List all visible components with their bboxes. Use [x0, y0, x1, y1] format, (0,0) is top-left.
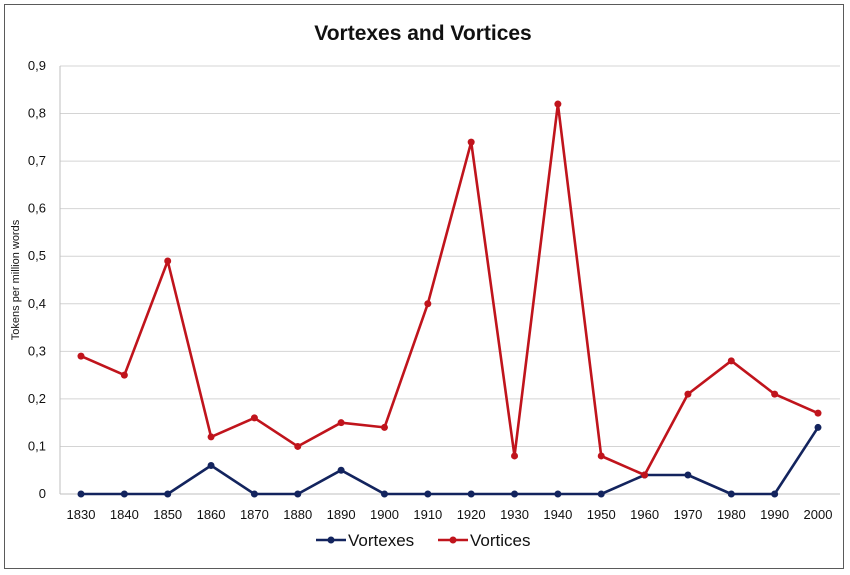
axes	[59, 66, 840, 495]
data-point	[250, 414, 258, 422]
data-point	[511, 490, 519, 498]
data-point	[250, 490, 258, 498]
legend-label: Vortices	[470, 531, 530, 550]
x-tick-label: 1950	[587, 507, 616, 522]
x-tick-label: 2000	[804, 507, 833, 522]
data-point	[554, 100, 562, 108]
data-point	[684, 471, 692, 479]
data-point	[380, 490, 388, 498]
data-point	[467, 138, 475, 146]
data-point	[294, 490, 302, 498]
legend-item-vortexes: Vortexes	[316, 531, 414, 550]
series-line	[80, 102, 819, 477]
data-point	[597, 452, 605, 460]
x-tick-label: 1900	[370, 507, 399, 522]
data-point	[120, 490, 128, 498]
data-point	[814, 409, 822, 417]
data-point	[77, 352, 85, 360]
x-tick-label: 1850	[153, 507, 182, 522]
x-tick-label: 1910	[413, 507, 442, 522]
y-tick-label: 0,2	[28, 391, 46, 406]
y-tick-label: 0	[39, 486, 46, 501]
data-point	[727, 357, 735, 365]
y-tick-label: 0,5	[28, 248, 46, 263]
x-tick-label: 1860	[197, 507, 226, 522]
legend-marker	[449, 536, 457, 544]
y-axis-label: Tokens per million words	[10, 219, 22, 340]
data-point	[164, 257, 172, 265]
y-tick-label: 0,3	[28, 343, 46, 358]
data-point	[164, 490, 172, 498]
x-tick-label: 1830	[67, 507, 96, 522]
x-tick-label: 1870	[240, 507, 269, 522]
x-tick-label: 1880	[283, 507, 312, 522]
data-point	[424, 300, 432, 308]
data-point	[771, 490, 779, 498]
series-line	[81, 426, 820, 496]
data-point	[207, 433, 215, 441]
series-vortices	[77, 100, 822, 479]
data-point	[814, 423, 822, 431]
data-point	[467, 490, 475, 498]
y-tick-label: 0,9	[28, 58, 46, 73]
y-tick-label: 0,7	[28, 153, 46, 168]
chart-title: Vortexes and Vortices	[314, 22, 531, 45]
data-point	[380, 423, 388, 431]
x-tick-label: 1920	[457, 507, 486, 522]
x-tick-label: 1980	[717, 507, 746, 522]
data-point	[727, 490, 735, 498]
data-point	[77, 490, 85, 498]
x-tick-label: 1840	[110, 507, 139, 522]
y-tick-label: 0,6	[28, 201, 46, 216]
data-point	[424, 490, 432, 498]
legend: Vortexes Vortices	[316, 531, 530, 550]
data-point	[294, 442, 302, 450]
y-tick-label: 0,4	[28, 296, 46, 311]
x-tick-label: 1960	[630, 507, 659, 522]
y-tick-label: 0,1	[28, 438, 46, 453]
chart-frame	[4, 4, 844, 569]
data-point	[684, 390, 692, 398]
data-point	[771, 390, 779, 398]
data-point	[207, 461, 215, 469]
x-tick-label: 1930	[500, 507, 529, 522]
y-tick-labels: 0 0,1 0,2 0,3 0,4 0,5 0,6 0,7 0,8 0,9	[28, 58, 46, 501]
data-point	[337, 466, 345, 474]
x-tick-label: 1990	[760, 507, 789, 522]
x-tick-label: 1890	[327, 507, 356, 522]
legend-label: Vortexes	[348, 531, 414, 550]
data-point	[641, 471, 649, 479]
x-tick-label: 1940	[543, 507, 572, 522]
data-point	[597, 490, 605, 498]
series-lines	[77, 100, 822, 498]
x-tick-label: 1970	[673, 507, 702, 522]
gridlines	[60, 65, 840, 447]
legend-marker	[327, 536, 335, 544]
legend-item-vortices: Vortices	[438, 531, 530, 550]
data-point	[337, 419, 345, 427]
y-tick-label: 0,8	[28, 106, 46, 121]
data-point	[120, 371, 128, 379]
series-vortexes	[77, 423, 822, 498]
data-point	[554, 490, 562, 498]
data-point	[511, 452, 519, 460]
x-tick-labels: 1830 1840 1850 1860 1870 1880 1890 1900 1910 1920…	[67, 507, 833, 522]
